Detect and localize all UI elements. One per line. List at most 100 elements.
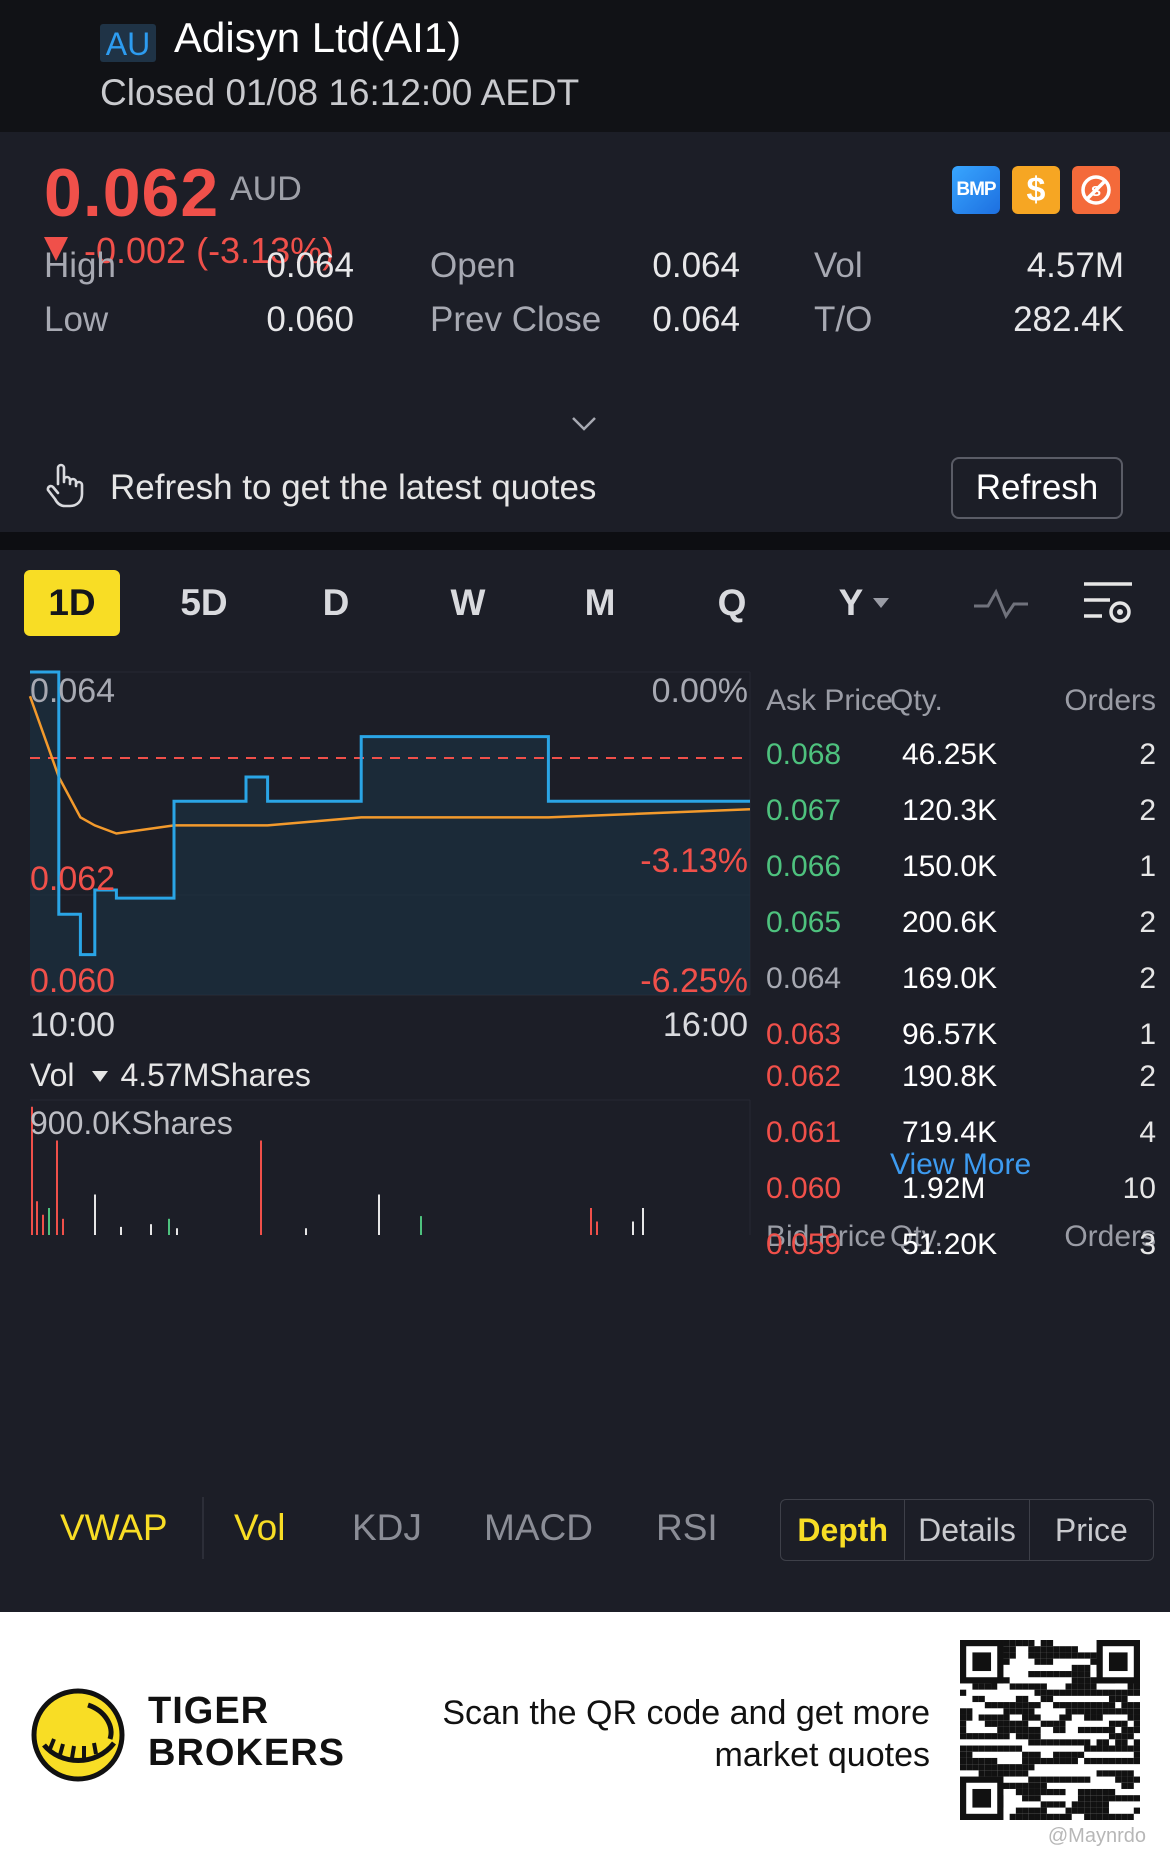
book-orders: 3 bbox=[1139, 1228, 1156, 1261]
book-qty: 96.57K bbox=[902, 1018, 998, 1051]
volume-bar bbox=[590, 1208, 592, 1235]
short-ban-icon[interactable]: S bbox=[1072, 166, 1120, 214]
book-price: 0.066 bbox=[766, 850, 842, 883]
brand-name: TIGER BROKERS bbox=[148, 1690, 345, 1774]
y-axis-bottom: 0.060 bbox=[30, 962, 116, 1000]
hand-tap-icon bbox=[46, 463, 84, 508]
indicator-wave-icon[interactable] bbox=[972, 582, 1030, 624]
period-m[interactable]: M bbox=[584, 582, 616, 623]
pct-bottom: -6.25% bbox=[640, 962, 748, 1000]
indicator-kdj[interactable]: KDJ bbox=[352, 1507, 422, 1548]
book-row[interactable]: 0.065 200.6K 2 bbox=[766, 906, 1156, 962]
book-price: 0.065 bbox=[766, 906, 842, 939]
volume-max: 900.0KShares bbox=[30, 1105, 233, 1141]
ask-qty-header: Qty. bbox=[890, 684, 943, 717]
open-label: Open bbox=[430, 246, 516, 285]
indicator-vwap[interactable]: VWAP bbox=[60, 1507, 168, 1548]
volume-bar bbox=[632, 1221, 634, 1235]
brand-line-1: TIGER bbox=[148, 1690, 270, 1732]
bid-qty-header: Qty. bbox=[890, 1220, 943, 1253]
down-triangle-icon bbox=[44, 237, 68, 261]
indicator-vol[interactable]: Vol bbox=[234, 1507, 286, 1548]
volume-bar bbox=[642, 1208, 644, 1235]
volume-bar bbox=[596, 1221, 598, 1235]
volume-bars bbox=[31, 1106, 644, 1235]
y-axis-top: 0.064 bbox=[30, 672, 116, 710]
prev-close-label: Prev Close bbox=[430, 300, 602, 339]
volume-bar bbox=[48, 1208, 50, 1235]
book-qty: 719.4K bbox=[902, 1116, 998, 1149]
y-axis-mid: 0.062 bbox=[30, 860, 116, 898]
price-change: -0.002 (-3.13%) bbox=[44, 230, 334, 272]
stock-name: Adisyn Ltd(AI1) bbox=[174, 14, 462, 61]
volume-bar bbox=[120, 1226, 122, 1235]
view-more-link[interactable]: View More bbox=[890, 1148, 1032, 1181]
x-axis-end: 16:00 bbox=[662, 1006, 748, 1044]
footer-message: Scan the QR code and get more market quot… bbox=[370, 1692, 930, 1776]
period-d[interactable]: D bbox=[322, 582, 350, 623]
dollar-badge-icon[interactable]: $ bbox=[1012, 166, 1060, 214]
footer-message-line-2: market quotes bbox=[714, 1736, 930, 1774]
brand-line-2: BROKERS bbox=[148, 1732, 346, 1774]
tab-details[interactable]: Details bbox=[904, 1500, 1028, 1560]
turnover-label: T/O bbox=[814, 300, 873, 339]
book-qty: 51.20K bbox=[902, 1228, 998, 1261]
bid-price-header: Bid Price bbox=[766, 1220, 887, 1253]
watermark: @Maynrdo bbox=[1047, 1825, 1146, 1847]
period-1d[interactable]: 1D bbox=[24, 570, 120, 636]
book-qty: 1.92M bbox=[902, 1172, 986, 1205]
volume-bar bbox=[42, 1214, 44, 1235]
book-row[interactable]: 0.066 150.0K 1 bbox=[766, 850, 1156, 906]
turnover-value: 282.4K bbox=[1013, 300, 1124, 339]
period-y[interactable]: Y bbox=[816, 570, 912, 636]
ask-price-header: Ask Price bbox=[766, 684, 893, 717]
book-qty: 190.8K bbox=[902, 1060, 998, 1093]
intraday-chart[interactable] bbox=[0, 550, 760, 1550]
book-qty: 120.3K bbox=[902, 794, 998, 827]
top-bar: AU Adisyn Ltd(AI1) Closed 01/08 16:12:00… bbox=[0, 0, 1170, 132]
open-value: 0.064 bbox=[652, 246, 740, 285]
volume-bar bbox=[31, 1106, 33, 1235]
volume-bar bbox=[378, 1194, 380, 1235]
book-row[interactable]: 0.060 1.92M 10 bbox=[766, 1172, 1156, 1228]
period-y-label: Y bbox=[838, 582, 864, 623]
qr-code[interactable] bbox=[960, 1640, 1140, 1820]
chevron-down-icon[interactable] bbox=[570, 410, 598, 438]
tab-price[interactable]: Price bbox=[1028, 1500, 1153, 1560]
refresh-hint: Refresh to get the latest quotes bbox=[110, 468, 597, 507]
indicator-macd[interactable]: MACD bbox=[484, 1507, 593, 1548]
book-orders: 2 bbox=[1139, 738, 1156, 771]
pct-mid: -3.13% bbox=[640, 842, 748, 880]
prev-close-value: 0.064 bbox=[652, 300, 740, 339]
book-orders: 2 bbox=[1139, 794, 1156, 827]
footer-message-line-1: Scan the QR code and get more bbox=[442, 1694, 930, 1732]
book-tabs: Depth Details Price bbox=[780, 1499, 1154, 1561]
book-row[interactable]: 0.067 120.3K 2 bbox=[766, 794, 1156, 850]
indicator-rsi[interactable]: RSI bbox=[656, 1507, 718, 1548]
book-row[interactable]: 0.062 190.8K 2 bbox=[766, 1060, 1156, 1116]
book-row[interactable]: 0.064 169.0K 2 bbox=[766, 962, 1156, 1018]
refresh-button[interactable]: Refresh bbox=[951, 457, 1123, 519]
high-label: High bbox=[44, 246, 116, 285]
divider bbox=[0, 532, 1170, 550]
volume-label[interactable]: Vol 4.57MShares bbox=[30, 1057, 311, 1094]
book-row[interactable]: 0.068 46.25K 2 bbox=[766, 738, 1156, 794]
low-value: 0.060 bbox=[266, 300, 354, 339]
bid-orders-header: Orders bbox=[1064, 1220, 1156, 1253]
bmp-badge-icon[interactable]: BMP bbox=[952, 166, 1000, 214]
book-row[interactable]: 0.059 51.20K 3 bbox=[766, 1228, 1156, 1284]
period-w[interactable]: W bbox=[450, 582, 486, 623]
period-tabs: 1D 5D D W M Q Y bbox=[0, 570, 1170, 636]
svg-text:S: S bbox=[1091, 183, 1101, 200]
book-orders: 4 bbox=[1139, 1116, 1156, 1149]
book-row[interactable]: 0.063 96.57K 1 bbox=[766, 1018, 1156, 1074]
book-qty: 46.25K bbox=[902, 738, 998, 771]
volume-bar bbox=[94, 1194, 96, 1235]
period-q[interactable]: Q bbox=[717, 582, 747, 623]
chart-settings-icon[interactable] bbox=[1080, 578, 1136, 630]
price-area bbox=[30, 672, 750, 995]
period-5d[interactable]: 5D bbox=[180, 582, 228, 623]
tab-depth[interactable]: Depth bbox=[797, 1511, 888, 1548]
book-row[interactable]: 0.061 719.4K 4 bbox=[766, 1116, 1156, 1172]
book-orders: 2 bbox=[1139, 1060, 1156, 1093]
